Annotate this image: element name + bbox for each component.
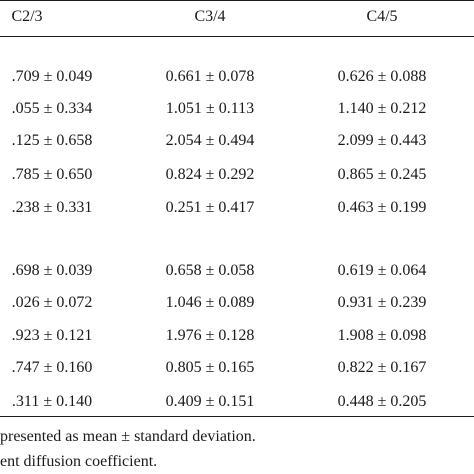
table-cell: 1.051 ± 0.113 [165, 100, 255, 117]
table-cell: 1.908 ± 0.098 [337, 327, 427, 344]
table-cell: 2.099 ± 0.443 [337, 132, 427, 149]
table-cell: 0.822 ± 0.167 [337, 359, 427, 376]
table-cell: 0.661 ± 0.078 [165, 68, 255, 85]
table-cell: .923 ± 0.121 [11, 327, 93, 344]
table-bottom-rule [0, 416, 474, 417]
footnote: presented as mean ± standard deviation. [0, 428, 256, 445]
table-cell: .311 ± 0.140 [11, 393, 93, 410]
column-header-c2-3: C2/3 [11, 8, 43, 25]
table-cell: .026 ± 0.072 [11, 294, 93, 311]
table-cell: .055 ± 0.334 [11, 100, 93, 117]
table-cell: 0.824 ± 0.292 [165, 166, 255, 183]
footnote: ent diffusion coefficient. [0, 453, 158, 470]
table-cell: 0.626 ± 0.088 [337, 68, 427, 85]
table-cell: 0.251 ± 0.417 [165, 199, 255, 216]
table-cell: .125 ± 0.658 [11, 132, 93, 149]
table-cell: .698 ± 0.039 [11, 262, 93, 279]
table-cell: .238 ± 0.331 [11, 199, 93, 216]
header-rule [0, 36, 474, 37]
table-cell: 0.448 ± 0.205 [337, 393, 427, 410]
table-cell: 0.805 ± 0.165 [165, 359, 255, 376]
table-cell: 0.865 ± 0.245 [337, 166, 427, 183]
table-cell: 1.976 ± 0.128 [165, 327, 255, 344]
table-cell: .785 ± 0.650 [11, 166, 93, 183]
column-header-c4-5: C4/5 [366, 8, 398, 25]
table-cell: 1.046 ± 0.089 [165, 294, 255, 311]
table-cell: 0.619 ± 0.064 [337, 262, 427, 279]
column-header-c3-4: C3/4 [194, 8, 226, 25]
table-cell: .709 ± 0.049 [11, 68, 93, 85]
table-cell: 2.054 ± 0.494 [165, 132, 255, 149]
table-cell: 1.140 ± 0.212 [337, 100, 427, 117]
table-top-rule [0, 0, 474, 1]
table-cell: 0.463 ± 0.199 [337, 199, 427, 216]
table-cell: 0.931 ± 0.239 [337, 294, 427, 311]
table-cell: 0.658 ± 0.058 [165, 262, 255, 279]
table-cell: .747 ± 0.160 [11, 359, 93, 376]
table-cell: 0.409 ± 0.151 [165, 393, 255, 410]
